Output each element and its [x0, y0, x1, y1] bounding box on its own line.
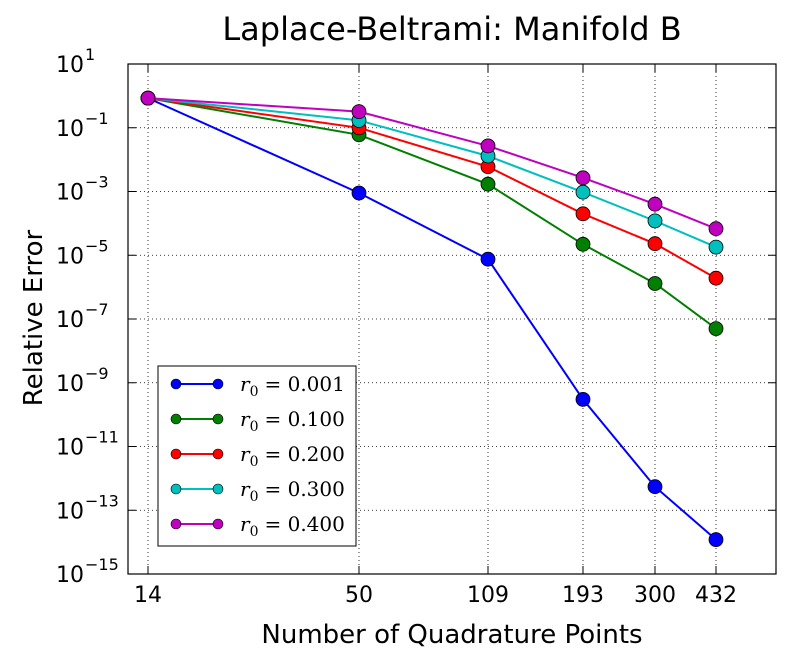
data-point: [708, 221, 724, 237]
y-tick-base: 10: [56, 117, 84, 142]
y-tick-exponent: −11: [85, 428, 119, 447]
y-tick-base: 10: [56, 436, 84, 461]
y-tick-base: 10: [56, 308, 84, 333]
legend-marker: [170, 378, 182, 390]
legend-marker: [170, 483, 182, 495]
chart-title: Laplace-Beltrami: Manifold B: [222, 10, 681, 48]
data-point: [647, 276, 663, 291]
x-tick-label: 50: [345, 583, 373, 608]
x-tick-label: 193: [562, 583, 604, 608]
y-tick-label: 10 −7: [56, 300, 109, 333]
series-line: [147, 97, 717, 330]
y-tick-base: 10: [56, 372, 84, 397]
legend-marker: [212, 518, 224, 530]
data-point: [708, 532, 724, 547]
data-point: [575, 391, 591, 407]
y-tick-base: 10: [56, 563, 84, 588]
y-tick-exponent: −3: [85, 173, 109, 192]
y-tick-label: 10 −13: [56, 491, 119, 524]
legend-item: r0 = 0.300: [170, 477, 345, 505]
data-point: [351, 104, 367, 119]
data-point: [480, 176, 496, 192]
legend-label: r0 = 0.001: [240, 372, 345, 400]
series-2: [140, 90, 724, 286]
x-tick-label: 14: [134, 583, 162, 608]
data-point: [647, 236, 663, 252]
y-tick-exponent: 1: [85, 45, 95, 64]
y-tick-exponent: −15: [85, 555, 119, 574]
x-tick-label: 300: [634, 583, 676, 608]
x-axis-label: Number of Quadrature Points: [261, 620, 642, 650]
y-tick-label: 10 1: [56, 45, 95, 78]
y-tick-exponent: −5: [85, 236, 109, 255]
y-tick-base: 10: [56, 53, 84, 78]
legend-label: r0 = 0.100: [240, 407, 345, 435]
legend-item: r0 = 0.100: [170, 407, 345, 435]
data-point: [708, 239, 724, 255]
x-tick-label: 109: [467, 583, 509, 608]
series-1: [140, 90, 724, 337]
legend-marker: [212, 448, 224, 460]
legend-marker: [212, 378, 224, 390]
legend-marker: [170, 413, 182, 425]
legend: r0 = 0.001 r0 = 0.100 r0 = 0.200 r0 = 0.300 r0 = …: [157, 365, 357, 547]
y-axis-label: Relative Error: [19, 229, 49, 406]
y-tick-exponent: −7: [85, 300, 109, 319]
x-tick-label: 432: [695, 583, 737, 608]
legend-item: r0 = 0.200: [170, 442, 345, 470]
series-line: [147, 97, 717, 230]
data-point: [708, 270, 724, 286]
legend-marker: [170, 518, 182, 530]
series-line: [147, 97, 717, 541]
y-tick-exponent: −1: [85, 109, 109, 128]
series-line: [147, 97, 717, 249]
y-tick-label: 10 −15: [56, 555, 119, 588]
y-tick-base: 10: [56, 181, 84, 206]
y-tick-label: 10 −5: [56, 236, 109, 269]
data-point: [351, 185, 367, 201]
y-tick-base: 10: [56, 244, 84, 269]
legend-marker: [212, 483, 224, 495]
legend-marker: [170, 448, 182, 460]
series-layer: [140, 90, 724, 547]
data-point: [708, 321, 724, 337]
data-point: [575, 170, 591, 186]
data-point: [647, 479, 663, 495]
data-point: [480, 251, 496, 267]
y-tick-label: 10 −9: [56, 364, 109, 397]
legend-label: r0 = 0.200: [240, 442, 345, 470]
data-point: [575, 236, 591, 252]
series-4: [140, 90, 724, 237]
y-tick-label: 10 −11: [56, 428, 119, 461]
legend-label: r0 = 0.400: [240, 512, 345, 540]
data-point: [647, 213, 663, 229]
y-tick-base: 10: [56, 499, 84, 524]
legend-item: r0 = 0.400: [170, 512, 345, 540]
data-point: [480, 138, 496, 154]
y-tick-exponent: −9: [85, 364, 109, 383]
legend-marker: [212, 413, 224, 425]
legend-box: [157, 365, 357, 547]
data-point: [575, 206, 591, 222]
legend-item: r0 = 0.001: [170, 372, 345, 400]
data-point: [647, 196, 663, 212]
series-line: [147, 97, 717, 280]
data-point: [575, 184, 591, 200]
legend-label: r0 = 0.300: [240, 477, 345, 505]
data-point: [140, 90, 156, 106]
y-tick-label: 10 −1: [56, 109, 109, 142]
y-tick-exponent: −13: [85, 491, 119, 510]
y-tick-label: 10 −3: [56, 173, 109, 206]
